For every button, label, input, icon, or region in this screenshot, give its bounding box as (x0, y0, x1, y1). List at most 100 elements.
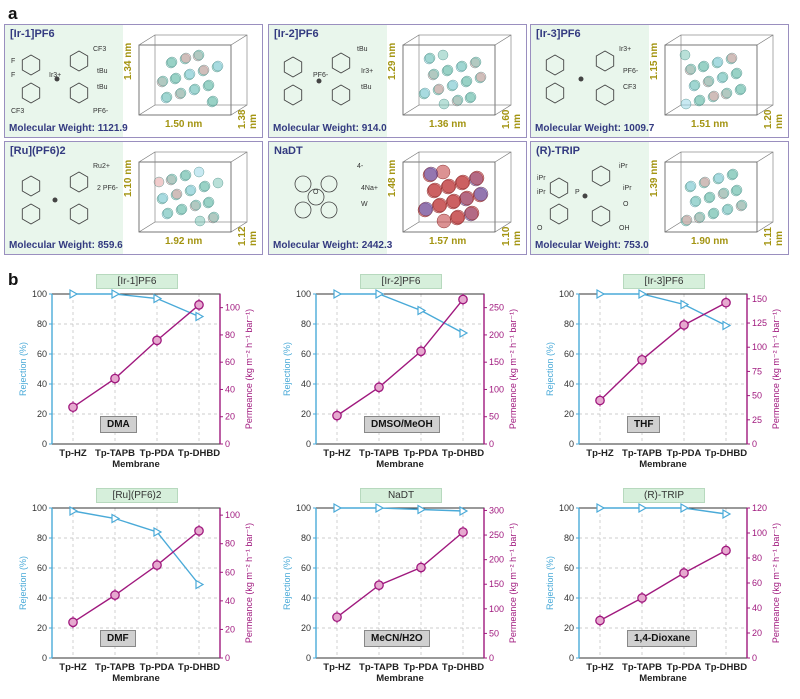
membrane-chart: 0 20 40 60 80 100 0 50 100 150 200 250 Tp-HZ Tp-TAPB T… (272, 272, 530, 480)
membrane-chart: 0 20 40 60 80 100 0 20 40 60 80 100 Tp-HZ Tp-TAPB Tp-P… (8, 486, 266, 694)
rejection-point (111, 513, 121, 524)
atom-sphere (419, 87, 431, 99)
left-tick-label: 80 (564, 533, 574, 543)
atom-sphere (433, 83, 445, 95)
permeance-point (374, 580, 384, 591)
left-tick-label: 20 (564, 409, 574, 419)
box-edge (756, 104, 774, 116)
box-edge (138, 104, 156, 116)
rejection-point (680, 502, 690, 514)
structure-label: Ir3+ (361, 68, 373, 75)
right-tick-label: 60 (225, 357, 235, 367)
dimension-depth: 1.11 nm (763, 227, 785, 246)
atom-sphere (203, 196, 215, 208)
atom-sphere (432, 197, 448, 213)
atom-sphere (681, 214, 693, 226)
box-edge (494, 34, 512, 46)
atom-sphere (166, 56, 178, 68)
box-edge (664, 104, 682, 116)
atom-sphere (446, 193, 462, 209)
right-tick-label: 200 (489, 330, 504, 340)
structure-label: tBu (97, 68, 108, 75)
box-edge (230, 104, 248, 116)
rejection-line (600, 507, 727, 515)
chemical-structure-icon: Ir3+ PF6- CF3 (545, 46, 639, 106)
membrane-chart: 0 20 40 60 80 100 0 50 100 150 200 250 300 Tp-HZ Tp-TA… (272, 486, 530, 694)
left-tick-label: 20 (37, 409, 47, 419)
rejection-point (596, 502, 606, 514)
left-axis-label: Rejection (%) (282, 342, 292, 396)
rejection-point (333, 502, 343, 514)
right-tick-label: 40 (225, 596, 235, 606)
left-tick-label: 40 (37, 379, 47, 389)
atom-sphere (212, 60, 224, 72)
ring-shape (549, 177, 569, 199)
right-tick-label: 80 (752, 553, 762, 563)
atom-sphere (207, 95, 219, 107)
molecule-card: [Ir-3]PF6 Molecular Weight: 1009.7 Ir3+ PF6… (530, 24, 789, 138)
dimension-width: 1.50 nm (165, 119, 203, 130)
left-tick-label: 20 (301, 623, 311, 633)
x-tick-label: Tp-DHBD (442, 662, 484, 673)
permeance-point (152, 335, 162, 346)
left-tick-label: 60 (37, 349, 47, 359)
permeance-line (336, 531, 464, 618)
rejection-point (638, 502, 648, 514)
dimension-width: 1.92 nm (165, 236, 203, 247)
chart-svg: 0 20 40 60 80 100 0 25 50 75 100 125 150 Tp-HZ Tp-TAPB… (545, 288, 781, 470)
x-tick-label: Tp-DHBD (178, 448, 220, 459)
chemical-structure-icon: Ru2+ 2 PF6- (21, 163, 119, 225)
x-tick-label: Tp-DHBD (705, 662, 747, 673)
permeance-point (110, 590, 120, 600)
permeance-point (721, 545, 731, 556)
right-tick-label: 100 (752, 528, 767, 538)
structure-label: O (623, 201, 629, 208)
permeance-line (599, 549, 727, 622)
left-tick-label: 100 (296, 503, 311, 513)
solvent-label: DMSO/MeOH (364, 416, 440, 433)
rejection-point (153, 293, 163, 304)
x-axis-label: Membrane (376, 459, 424, 470)
rejection-point (459, 505, 469, 517)
chart-title: NaDT (360, 488, 442, 503)
atom-sphere (689, 79, 701, 91)
structure-label: Ru2+ (93, 163, 110, 170)
atom-sphere (475, 71, 487, 83)
membrane-chart: 0 20 40 60 80 100 0 20 40 60 80 100 120 Tp-HZ Tp-TAPB T… (535, 486, 793, 694)
molecule-name: (R)-TRIP (536, 145, 580, 157)
permeance-point (458, 527, 468, 537)
atom-sphere (456, 60, 468, 72)
x-tick-label: Tp-HZ (59, 662, 87, 673)
chart-svg: 0 20 40 60 80 100 0 50 100 150 200 250 Tp-HZ Tp-TAPB T… (282, 288, 518, 470)
structure-label: Ir3+ (619, 46, 631, 53)
molecule-3d-box (664, 34, 774, 116)
right-tick-label: 25 (752, 415, 762, 425)
molecular-weight: Molecular Weight: 914.0 (273, 123, 387, 134)
box-edge (664, 151, 682, 163)
atom-sphere (455, 174, 471, 190)
atom-sphere (680, 98, 692, 110)
structure-label: OH (619, 225, 630, 232)
atom-sphere (731, 67, 743, 79)
atom-node (307, 188, 325, 206)
molecular-weight: Molecular Weight: 2442.3 (273, 240, 393, 251)
structure-label: iPr (537, 189, 546, 196)
ring-shape (283, 84, 303, 106)
atom-sphere (704, 191, 716, 203)
atom-sphere (170, 72, 182, 84)
right-tick-label: 40 (752, 603, 762, 613)
ring-shape (549, 203, 569, 225)
right-tick-label: 300 (489, 505, 504, 515)
x-tick-label: Tp-PDA (404, 662, 439, 673)
structure-label: tBu (361, 84, 372, 91)
box-edge (138, 151, 156, 163)
x-axis-label: Membrane (112, 673, 160, 684)
structure-label: 2 PF6- (97, 185, 119, 192)
ring-shape (591, 165, 611, 187)
left-axis-label: Rejection (%) (282, 556, 292, 610)
atom-sphere (450, 209, 466, 225)
atom-sphere (185, 184, 197, 196)
ring-shape (545, 54, 565, 76)
atom-sphere (452, 94, 464, 106)
